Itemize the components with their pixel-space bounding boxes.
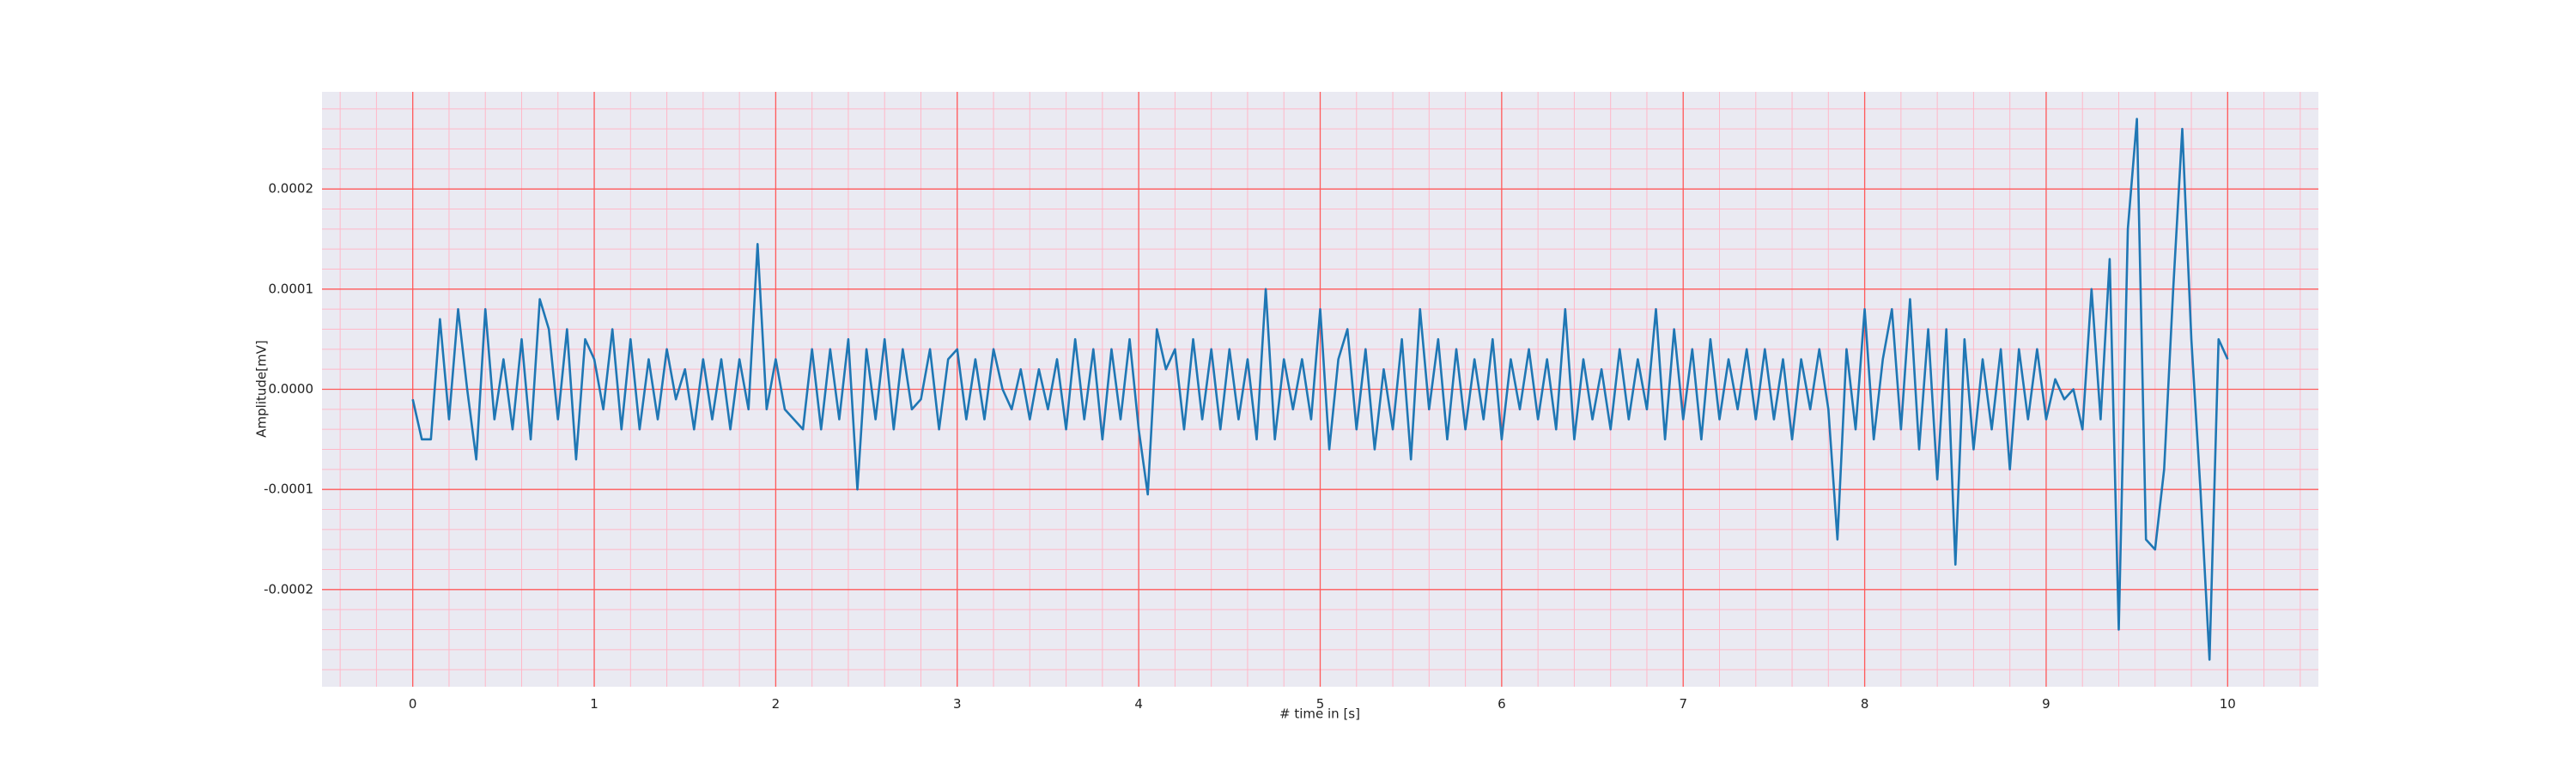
y-tick-label: -0.0001 [264,482,313,497]
y-tick-label: -0.0002 [264,581,313,597]
signal-line [411,118,2229,661]
x-tick-label: 4 [1134,696,1143,712]
x-tick-label: 7 [1679,696,1687,712]
x-tick-label: 10 [2220,696,2236,712]
x-tick-label: 5 [1316,696,1325,712]
x-tick-label: 9 [2042,696,2050,712]
x-axis-label: # time in [s] [1279,706,1360,722]
x-tick-label: 1 [590,696,598,712]
x-tick-label: 0 [409,696,417,712]
x-tick-label: 6 [1498,696,1506,712]
x-tick-label: 8 [1861,696,1869,712]
y-tick-label: 0.0000 [269,381,314,397]
grid [322,92,2318,687]
x-tick-label: 3 [953,696,962,712]
y-tick-label: 0.0002 [269,181,314,197]
y-axis-label: Amplitude[mV] [254,340,270,437]
x-tick-label: 2 [772,696,781,712]
y-tick-label: 0.0001 [269,281,314,296]
